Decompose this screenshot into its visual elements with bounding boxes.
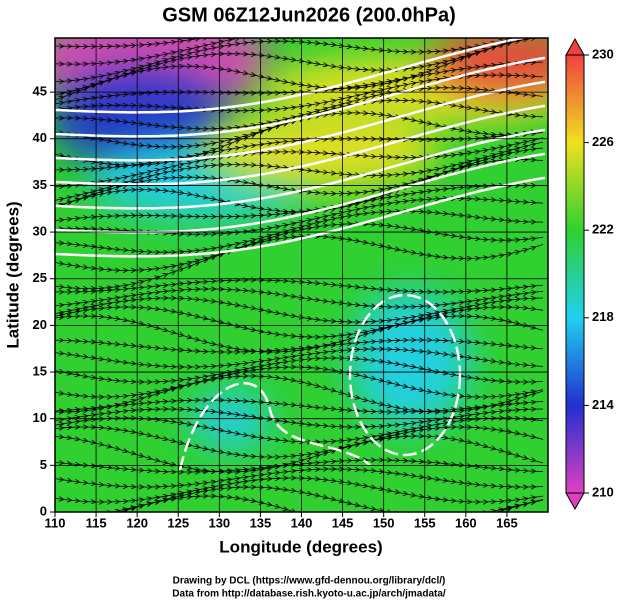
colorbar-tick-label: 230 bbox=[592, 46, 614, 61]
contour bbox=[348, 293, 462, 457]
y-tick-label: 45 bbox=[33, 84, 47, 99]
y-tick-label: 0 bbox=[40, 503, 47, 518]
x-tick-label: 165 bbox=[496, 515, 518, 530]
y-tick-label: 40 bbox=[33, 130, 47, 145]
contour bbox=[55, 104, 546, 186]
colorbar-tick-label: 214 bbox=[592, 397, 614, 412]
x-tick-label: 160 bbox=[455, 515, 477, 530]
streamline bbox=[55, 496, 544, 512]
x-tick-label: 135 bbox=[250, 515, 272, 530]
x-tick-label: 150 bbox=[373, 515, 395, 530]
field bbox=[55, 38, 548, 512]
x-tick-label: 155 bbox=[414, 515, 436, 530]
x-tick-label: 115 bbox=[86, 515, 107, 530]
colorbar-tick-label: 226 bbox=[592, 134, 614, 149]
x-axis-label: Longitude (degrees) bbox=[219, 537, 382, 556]
y-tick-label: 20 bbox=[33, 317, 47, 332]
x-tick-label: 140 bbox=[291, 515, 313, 530]
y-tick-label: 35 bbox=[33, 177, 47, 192]
credit: Drawing by DCL (https://www.gfd-dennou.o… bbox=[173, 576, 446, 587]
colorbar-tick-label: 222 bbox=[592, 222, 614, 237]
y-axis-label: Latitude (degrees) bbox=[3, 201, 22, 348]
y-tick-label: 25 bbox=[33, 270, 47, 285]
x-tick-label: 125 bbox=[167, 515, 189, 530]
plot-frame bbox=[54, 37, 549, 513]
colorbar-tick-label: 210 bbox=[592, 484, 614, 499]
colorbar: 210 214 218 222 226 230 bbox=[565, 37, 614, 511]
y-tick-label: 15 bbox=[33, 363, 47, 378]
y-tick-label: 10 bbox=[33, 410, 47, 425]
contour bbox=[55, 128, 546, 210]
x-tick-label: 110 bbox=[45, 515, 66, 530]
field-blob bbox=[190, 390, 270, 450]
contour bbox=[55, 56, 546, 138]
colorbar-tick-label: 218 bbox=[592, 309, 614, 324]
contour bbox=[55, 38, 529, 114]
contour bbox=[55, 80, 546, 162]
contour bbox=[178, 382, 371, 471]
credit: Data from http://database.rish.kyoto-u.a… bbox=[172, 589, 446, 600]
x-tick-label: 120 bbox=[126, 515, 148, 530]
colorbar-extend bbox=[565, 492, 585, 511]
x-tick-label: 130 bbox=[208, 515, 230, 530]
y-tick-label: 5 bbox=[40, 457, 47, 472]
y-tick-label: 30 bbox=[33, 224, 47, 239]
x-tick-label: 145 bbox=[332, 515, 354, 530]
colorbar-extend bbox=[565, 37, 585, 56]
chart-title: GSM 06Z12Jun2026 (200.0hPa) bbox=[162, 4, 455, 26]
colorbar-body bbox=[565, 54, 585, 494]
contour bbox=[55, 176, 546, 258]
